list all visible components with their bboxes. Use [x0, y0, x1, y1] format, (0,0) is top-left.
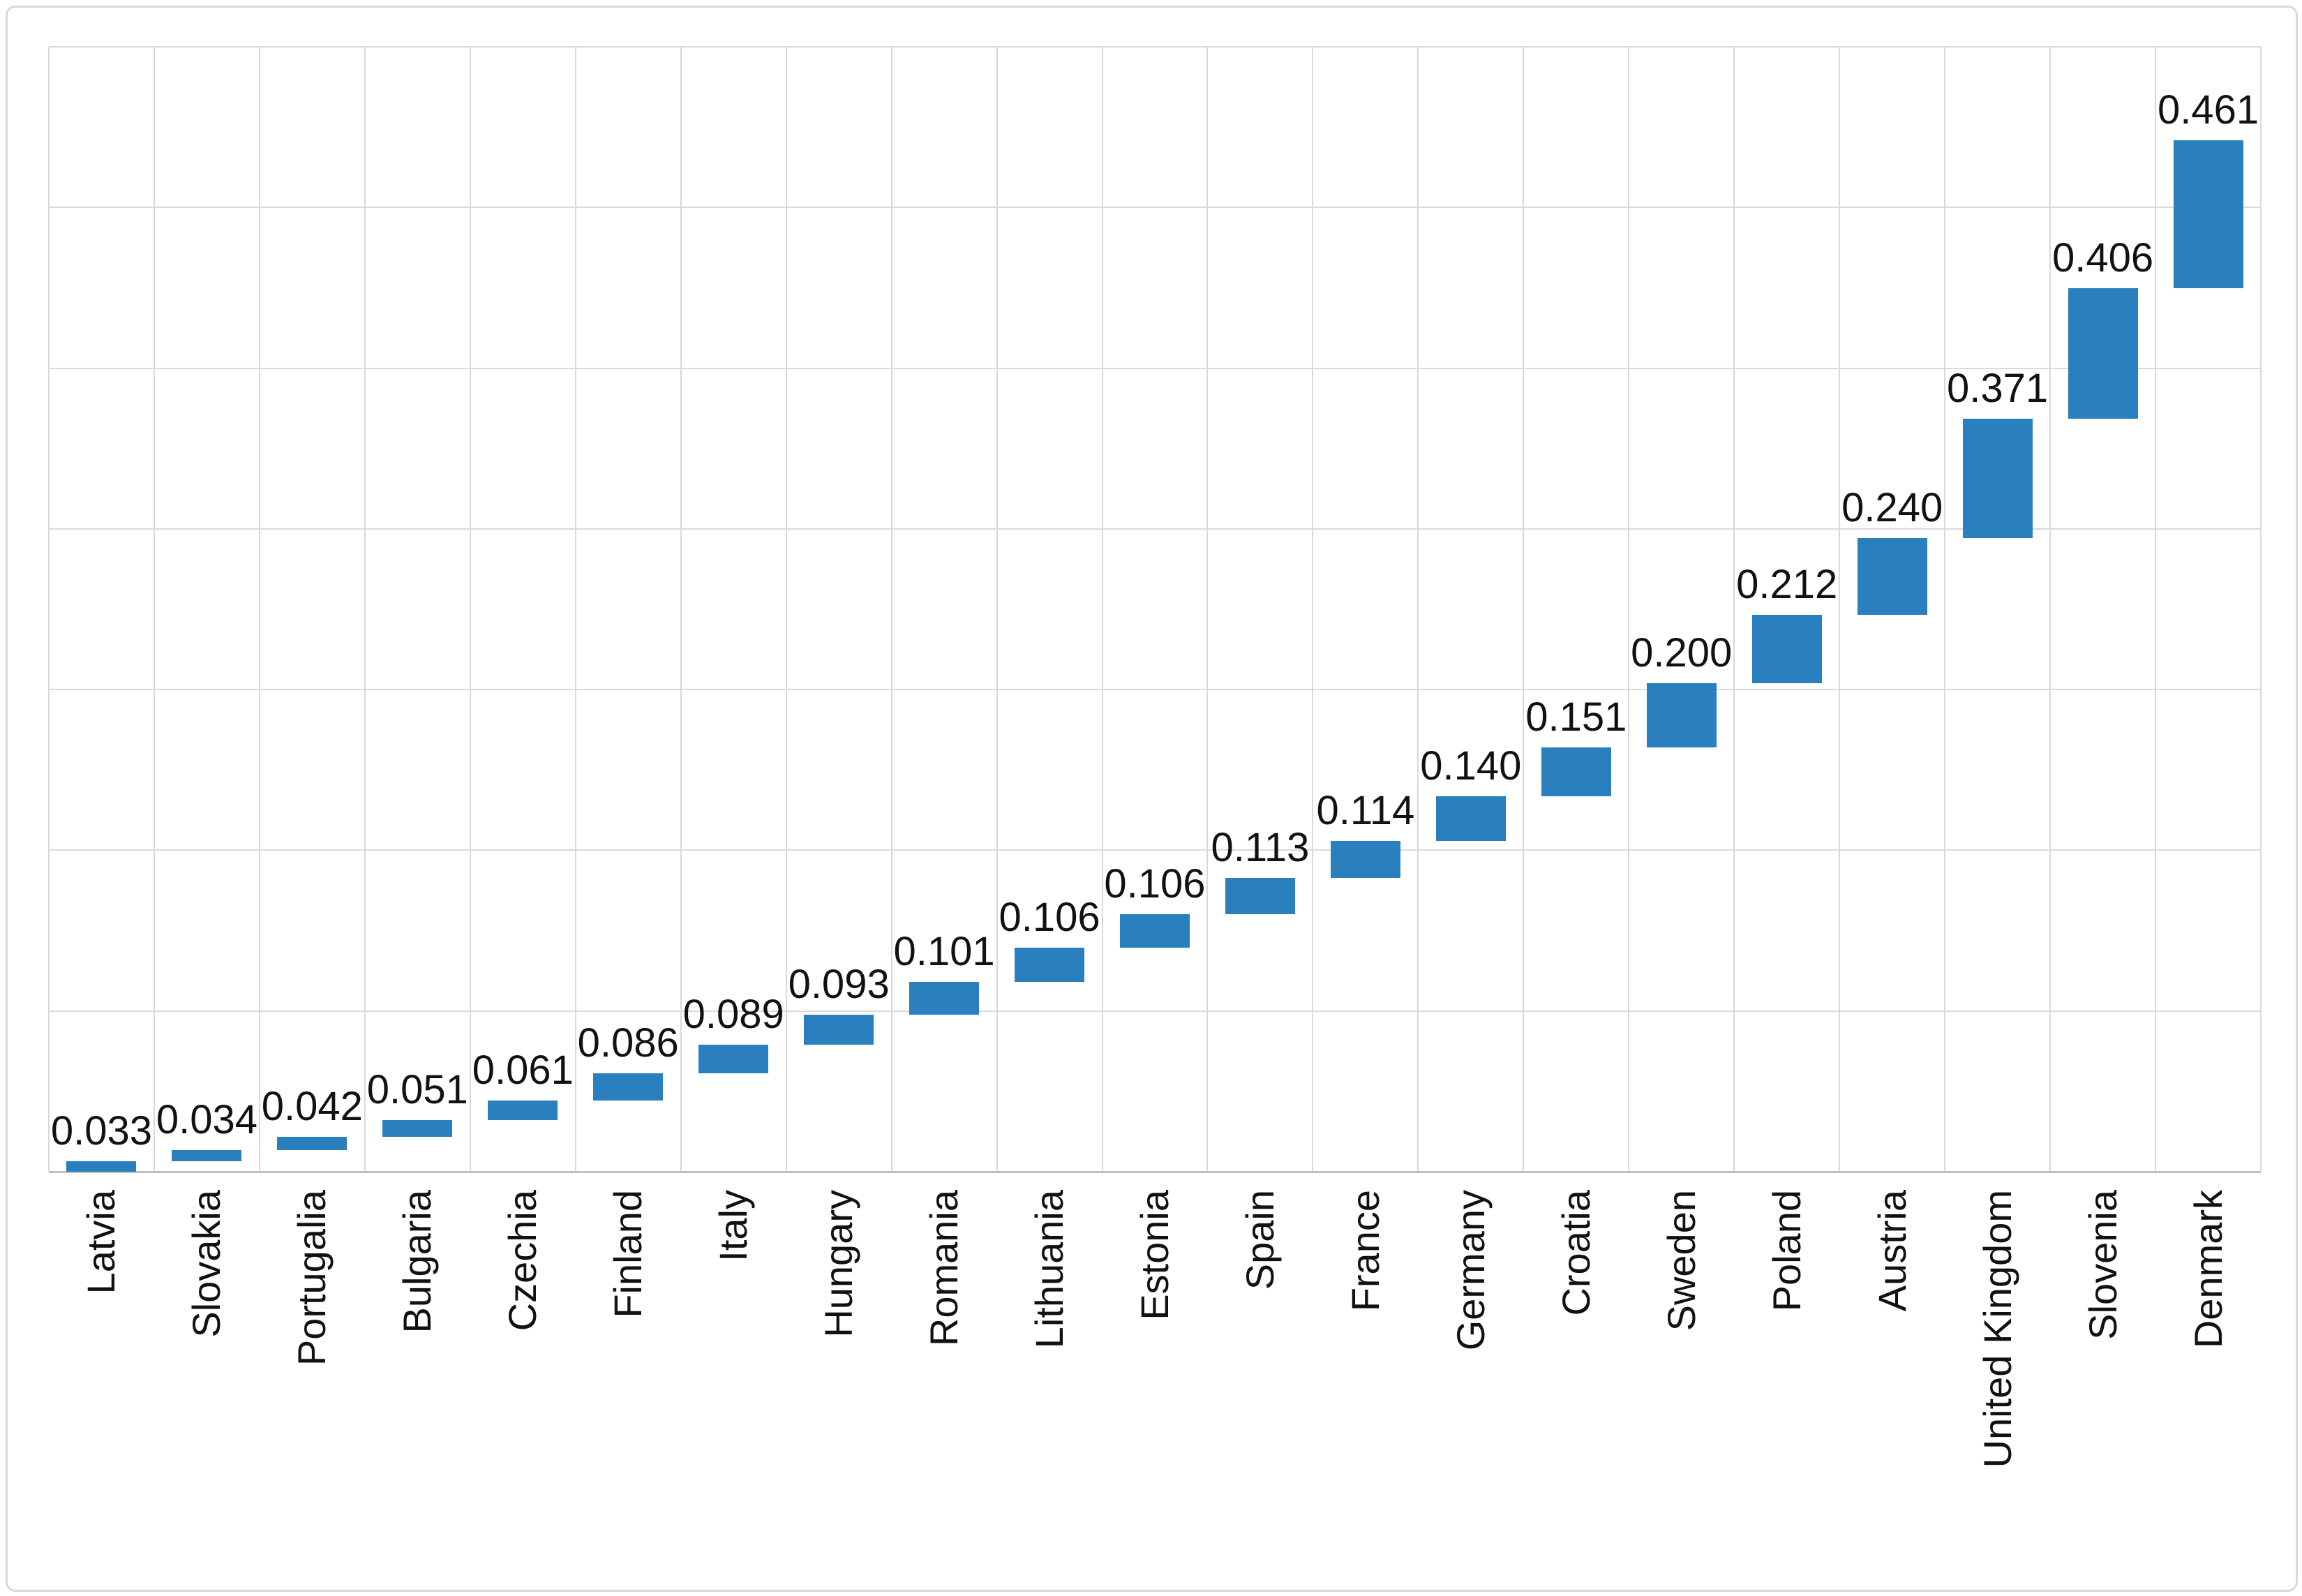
bar-data-label: 0.212	[1736, 562, 1838, 608]
bar	[66, 1161, 137, 1172]
gridline-horizontal	[49, 849, 2261, 851]
gridline-vertical	[680, 47, 682, 1172]
gridline-vertical	[1312, 47, 1314, 1172]
gridline-vertical	[1839, 47, 1841, 1172]
gridline-horizontal	[49, 689, 2261, 691]
gridline-horizontal	[49, 1010, 2261, 1012]
bar	[593, 1073, 664, 1101]
x-axis-category-label: Sweden	[1659, 1190, 1703, 1332]
bar-data-label: 0.034	[156, 1097, 257, 1143]
gridline-horizontal	[49, 207, 2261, 209]
bar	[1751, 615, 1822, 683]
x-axis-category-label: Romania	[922, 1190, 966, 1347]
gridline-vertical	[1628, 47, 1630, 1172]
bar	[909, 982, 980, 1015]
bar-data-label: 0.089	[682, 991, 784, 1037]
bar-data-label: 0.061	[472, 1047, 574, 1094]
x-axis-category-label: United Kingdom	[1975, 1190, 2019, 1468]
x-axis-category-label: Slovakia	[184, 1190, 229, 1338]
bar-data-label: 0.240	[1841, 484, 1943, 530]
bar-data-label: 0.093	[788, 961, 890, 1007]
x-axis-category-label: Austria	[1869, 1190, 1914, 1312]
gridline-vertical	[258, 47, 260, 1172]
gridline-vertical	[2049, 47, 2051, 1172]
x-axis-category-label: Czechia	[500, 1190, 545, 1332]
bar	[1435, 796, 1506, 842]
bar-data-label: 0.106	[999, 895, 1100, 941]
gridline-vertical	[48, 47, 50, 1172]
bar-data-label: 0.042	[261, 1083, 363, 1129]
bar	[2068, 288, 2138, 419]
bar	[382, 1120, 453, 1137]
gridline-vertical	[1523, 47, 1525, 1172]
bar-data-label: 0.086	[577, 1020, 679, 1066]
gridline-vertical	[1733, 47, 1735, 1172]
gridline-vertical	[1206, 47, 1209, 1172]
x-axis-category-label: Denmark	[2185, 1190, 2230, 1349]
bar	[1120, 913, 1190, 948]
bar-data-label: 0.114	[1316, 788, 1415, 834]
bar	[1330, 841, 1400, 878]
bar	[172, 1150, 242, 1161]
x-axis-category-label: Croatia	[1553, 1190, 1598, 1316]
gridline-vertical	[890, 47, 892, 1172]
bar	[488, 1101, 558, 1121]
x-axis-category-label: Bulgaria	[395, 1190, 440, 1334]
bar-data-label: 0.106	[1104, 860, 1206, 907]
bar	[1857, 537, 1927, 616]
x-axis-category-label: Slovenia	[2080, 1190, 2125, 1340]
bar-data-label: 0.113	[1211, 824, 1310, 870]
bar-data-label: 0.371	[1947, 365, 2049, 411]
x-axis-category-label: Latvia	[79, 1190, 124, 1295]
bar-data-label: 0.051	[366, 1067, 468, 1113]
gridline-vertical	[2260, 47, 2262, 1172]
gridline-vertical	[364, 47, 366, 1172]
x-axis-category-label: Lithuania	[1027, 1190, 1072, 1349]
bar	[1962, 418, 2033, 538]
x-axis-category-label: Estonia	[1133, 1190, 1176, 1320]
chart-border	[6, 6, 2298, 1592]
bar	[2173, 140, 2243, 288]
bar-data-label: 0.200	[1631, 629, 1733, 676]
bar-data-label: 0.033	[50, 1107, 153, 1154]
bar	[277, 1136, 347, 1151]
x-axis-category-label: Italy	[711, 1190, 756, 1262]
x-axis-category-label: Portugalia	[290, 1190, 334, 1366]
x-axis-category-label: Hungary	[816, 1190, 861, 1338]
bar-data-label: 0.101	[893, 929, 995, 975]
x-axis-line	[49, 1171, 2261, 1173]
bar	[804, 1014, 874, 1045]
x-axis-category-label: France	[1343, 1190, 1387, 1312]
gridline-vertical	[1101, 47, 1103, 1172]
gridline-vertical	[1417, 47, 1419, 1172]
x-axis-category-label: Spain	[1237, 1190, 1282, 1290]
gridline-vertical	[1944, 47, 1946, 1172]
bar-data-label: 0.151	[1525, 694, 1627, 740]
bar	[1015, 948, 1085, 983]
bar	[1225, 877, 1295, 914]
bar-data-label: 0.140	[1420, 743, 1522, 789]
bar	[698, 1044, 769, 1073]
gridline-vertical	[469, 47, 471, 1172]
bar-data-label: 0.461	[2157, 87, 2259, 133]
gridline-horizontal	[49, 528, 2261, 530]
x-axis-category-label: Poland	[1764, 1190, 1809, 1312]
gridline-horizontal	[49, 46, 2261, 47]
gridline-horizontal	[49, 367, 2261, 369]
bar	[1646, 683, 1717, 748]
gridline-vertical	[574, 47, 576, 1172]
x-axis-category-label: Finland	[606, 1190, 650, 1318]
gridline-vertical	[996, 47, 998, 1172]
bar-data-label: 0.406	[2051, 234, 2154, 281]
gridline-vertical	[2155, 47, 2157, 1172]
gridline-vertical	[153, 47, 155, 1172]
gridline-vertical	[785, 47, 787, 1172]
x-axis-category-label: Germany	[1448, 1190, 1493, 1351]
bar	[1541, 747, 1611, 796]
